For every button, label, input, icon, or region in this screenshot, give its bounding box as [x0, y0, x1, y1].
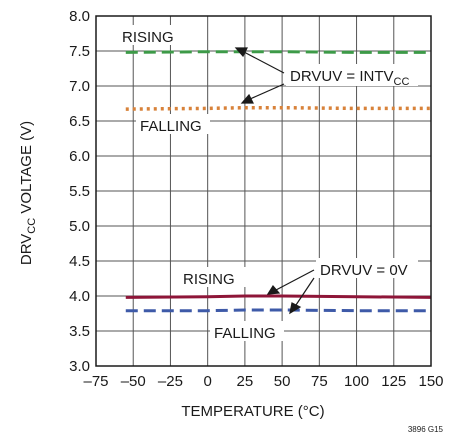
x-axis-title: TEMPERATURE (°C) [181, 403, 324, 420]
label-bg [136, 114, 210, 134]
y-tick-label: 6.5 [69, 113, 90, 130]
arrow-head [289, 302, 302, 315]
y-tick-label: 7.5 [69, 43, 90, 60]
y-tick-label: 4.0 [69, 288, 90, 305]
label-bg [210, 321, 284, 341]
bottom-group-label: DRVUV = 0V [320, 262, 408, 279]
y-tick-label: 4.5 [69, 253, 90, 270]
x-tick-labels: –75 –50 –25 0 25 50 75 100 125 150 [83, 373, 443, 390]
top-rising-label: RISING [122, 29, 174, 46]
label-bg [286, 64, 418, 86]
x-tick-label: 50 [274, 373, 291, 390]
series-line-3 [125, 294, 432, 299]
y-tick-label: 5.5 [69, 183, 90, 200]
y-tick-label: 3.0 [69, 358, 90, 375]
arrow-line [249, 83, 285, 100]
series-layer [125, 50, 432, 313]
x-tick-label: 150 [418, 373, 443, 390]
label-bg [180, 267, 246, 287]
arrow-head [234, 47, 248, 58]
x-tick-label: –50 [121, 373, 146, 390]
annotation-arrows [234, 47, 315, 315]
arrow-head [266, 284, 281, 295]
y-tick-label: 7.0 [69, 78, 90, 95]
bottom-rising-label: RISING [183, 271, 235, 288]
arrow-line [295, 277, 315, 306]
bottom-falling-label: FALLING [214, 325, 276, 342]
x-tick-label: 0 [203, 373, 211, 390]
label-bg [118, 25, 184, 45]
x-tick-label: –75 [83, 373, 108, 390]
arrow-line [275, 269, 315, 291]
top-group-label: DRVUV = INTVCC [290, 68, 409, 88]
plot-frame [95, 15, 432, 367]
series-line-4 [125, 308, 431, 313]
x-tick-label: 125 [381, 373, 406, 390]
x-tick-label: 75 [311, 373, 328, 390]
x-tick-label: –25 [158, 373, 183, 390]
y-tick-label: 5.0 [69, 218, 90, 235]
y-tick-labels: 3.0 3.5 4.0 4.5 5.0 5.5 6.0 6.5 7.0 7.5 8.0 [69, 8, 90, 375]
x-tick-label: 25 [237, 373, 254, 390]
y-tick-label: 3.5 [69, 323, 90, 340]
x-tick-label: 100 [344, 373, 369, 390]
y-tick-label: 8.0 [69, 8, 90, 25]
figure-code: 3896 G15 [408, 425, 444, 434]
y-tick-label: 6.0 [69, 148, 90, 165]
label-bg [316, 258, 418, 278]
arrow-line [243, 51, 285, 74]
series-line-2 [125, 105, 431, 111]
arrow-head [240, 93, 254, 104]
y-axis-title: DRVCC VOLTAGE (V) [18, 121, 38, 265]
top-falling-label: FALLING [140, 118, 202, 135]
series-line-1 [125, 50, 431, 54]
